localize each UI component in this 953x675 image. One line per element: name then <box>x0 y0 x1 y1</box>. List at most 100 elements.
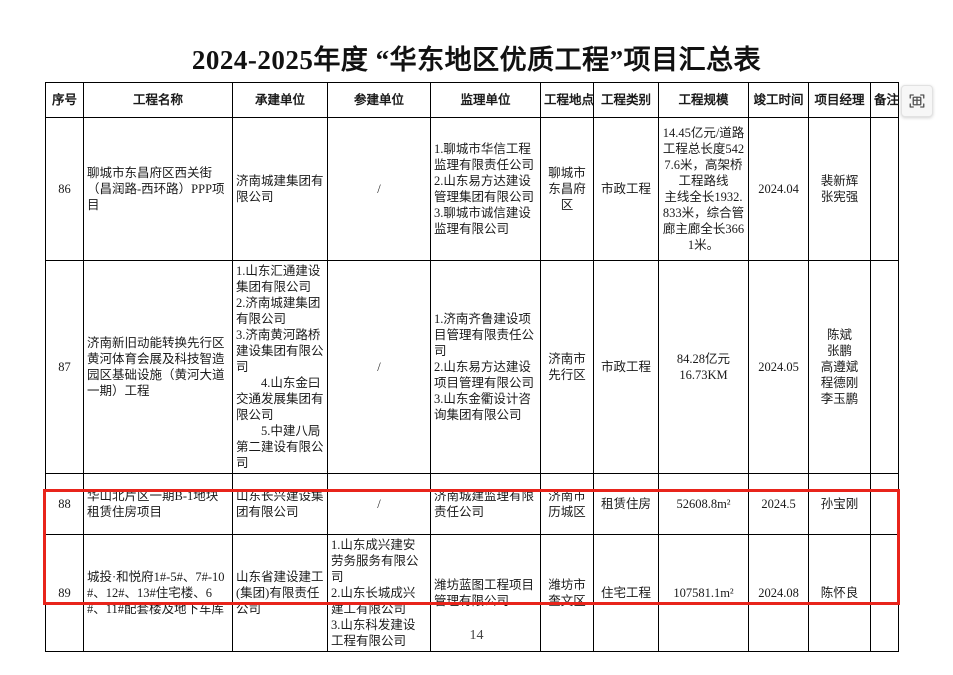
cell-text-line: 3.济南黄河路桥建设集团有限公司 <box>236 328 324 374</box>
cell-name: 济南新旧动能转换先行区黄河体育会展及科技智造园区基础设施（黄河大道一期）工程 <box>83 260 233 474</box>
cell-name: 华山北片区一期B-1地块租赁住房项目 <box>83 473 233 535</box>
manager-line-list: 裴新辉 张宪强 <box>812 173 867 205</box>
cell-scale: 107581.1m² <box>658 534 749 652</box>
table-row: 88 华山北片区一期B-1地块租赁住房项目 山东长兴建设集团有限公司 / 济南城… <box>45 473 899 535</box>
column-header-no: 序号 <box>45 82 84 118</box>
column-header-scale: 工程规模 <box>658 82 749 118</box>
cell-text-line: 4.山东金曰交通发展集团有限公司 <box>236 376 324 422</box>
cell-text-line: 84.28亿元 <box>676 352 731 366</box>
page-title: 2024-2025年度 “华东地区优质工程”项目汇总表 <box>191 45 762 75</box>
summary-table: 序号 工程名称 承建单位 参建单位 监理单位 工程地点 工程类别 工程规模 竣工… <box>45 82 899 652</box>
cell-manager: 孙宝刚 <box>808 473 871 535</box>
summary-table-container: 序号 工程名称 承建单位 参建单位 监理单位 工程地点 工程类别 工程规模 竣工… <box>45 82 899 652</box>
cell-text-line: 裴新辉 <box>820 174 859 188</box>
table-scan-icon-glyph <box>909 94 925 108</box>
cell-text-line: 程德刚 <box>820 376 859 390</box>
manager-line-list: 陈斌张鹏高遵斌程德刚李玉鹏 <box>812 327 867 407</box>
cell-supervisor: 1.聊城市华信工程监理有限责任公司 2.山东易方达建设管理集团有限公司 3.聊城市诚… <box>430 117 541 261</box>
cell-text-line: 3.山东金衢设计咨询集团有限公司 <box>434 392 531 422</box>
cell-sub-contractor: / <box>327 260 431 474</box>
cell-supervisor: 济南城建监理有限责任公司 <box>430 473 541 535</box>
cell-text-line: 1.济南齐鲁建设项目管理有限责任公司 <box>434 312 535 358</box>
cell-completion: 2024.05 <box>748 260 809 474</box>
column-header-supervisor: 监理单位 <box>430 82 541 118</box>
cell-main-contractor: 济南城建集团有限公司 <box>232 117 328 261</box>
cell-main-contractor: 山东长兴建设集团有限公司 <box>232 473 328 535</box>
column-header-main: 承建单位 <box>232 82 328 118</box>
column-header-manager: 项目经理 <box>808 82 871 118</box>
scale-line-list: 84.28亿元 16.73KM <box>662 351 745 383</box>
manager-line-list: 孙宝刚 <box>812 496 867 512</box>
cell-text-line: 5.中建八局第二建设有限公司 <box>236 424 324 470</box>
cell-no: 89 <box>45 534 84 652</box>
sub-contractor-line-list: 1.山东成兴建安劳务服务有限公司 2.山东长城成兴建工有限公司 3.山东科发建设工程… <box>331 537 427 649</box>
cell-no: 86 <box>45 117 84 261</box>
cell-text-line: 高遵斌 <box>820 360 859 374</box>
manager-line-list: 陈怀良 <box>812 585 867 601</box>
cell-supervisor: 潍坊蓝图工程项目管理有限公司 <box>430 534 541 652</box>
cell-text-line: 1.山东汇通建设集团有限公司 <box>236 264 321 294</box>
cell-category: 住宅工程 <box>593 534 659 652</box>
cell-text-line: 2.山东易方达建设项目管理有限公司 <box>434 360 535 390</box>
cell-location: 济南市先行区 <box>540 260 594 474</box>
cell-supervisor: 1.济南齐鲁建设项目管理有限责任公司 2.山东易方达建设项目管理有限公司 3.山东金… <box>430 260 541 474</box>
cell-completion: 2024.5 <box>748 473 809 535</box>
cell-location: 济南市历城区 <box>540 473 594 535</box>
cell-scale: 84.28亿元 16.73KM <box>658 260 749 474</box>
table-row: 87 济南新旧动能转换先行区黄河体育会展及科技智造园区基础设施（黄河大道一期）工… <box>45 260 899 474</box>
cell-text-line: 16.73KM <box>679 368 728 382</box>
cell-text-line: 3.聊城市诚信建设监理有限公司 <box>434 206 531 236</box>
cell-scale: 14.45亿元/道路工程总长度5427.6米，高架桥工程路线 主线全长1932.8… <box>658 117 749 261</box>
cell-manager: 裴新辉 张宪强 <box>808 117 871 261</box>
scale-line-list: 14.45亿元/道路工程总长度5427.6米，高架桥工程路线 主线全长1932.8… <box>662 125 745 253</box>
column-header-sub: 参建单位 <box>327 82 431 118</box>
cell-text-line: 2.山东易方达建设管理集团有限公司 <box>434 174 535 204</box>
cell-note <box>870 473 899 535</box>
cell-note <box>870 117 899 261</box>
supervisor-line-list: 1.聊城市华信工程监理有限责任公司 2.山东易方达建设管理集团有限公司 3.聊城市诚… <box>434 141 537 237</box>
cell-text-line: 陈怀良 <box>820 586 859 600</box>
cell-text-line: 主线全长1932.833米，综合管廊主廊全长3661米。 <box>662 190 745 252</box>
column-header-category: 工程类别 <box>593 82 659 118</box>
cell-text-line: 1.山东成兴建安劳务服务有限公司 <box>331 538 419 584</box>
cell-category: 市政工程 <box>593 260 659 474</box>
table-row: 86 聊城市东昌府区西关街（昌润路-西环路）PPP项目 济南城建集团有限公司 /… <box>45 117 899 261</box>
table-body: 86 聊城市东昌府区西关街（昌润路-西环路）PPP项目 济南城建集团有限公司 /… <box>45 117 899 652</box>
cell-no: 88 <box>45 473 84 535</box>
cell-completion: 2024.04 <box>748 117 809 261</box>
cell-main-contractor: 山东省建设建工(集团)有限责任公司 <box>232 534 328 652</box>
cell-sub-contractor: 1.山东成兴建安劳务服务有限公司 2.山东长城成兴建工有限公司 3.山东科发建设工程… <box>327 534 431 652</box>
cell-completion: 2024.08 <box>748 534 809 652</box>
cell-text-line: 李玉鹏 <box>820 392 859 406</box>
cell-sub-contractor: / <box>327 473 431 535</box>
cell-text-line: 2.济南城建集团有限公司 <box>236 296 321 326</box>
cell-text-line: 孙宝刚 <box>820 497 859 511</box>
cell-location: 聊城市东昌府区 <box>540 117 594 261</box>
cell-text-line: 14.45亿元/道路工程总长度5427.6米，高架桥工程路线 <box>662 126 745 188</box>
column-header-name: 工程名称 <box>83 82 233 118</box>
cell-note <box>870 534 899 652</box>
column-header-location: 工程地点 <box>540 82 594 118</box>
table-header: 序号 工程名称 承建单位 参建单位 监理单位 工程地点 工程类别 工程规模 竣工… <box>45 82 899 118</box>
cell-main-contractor: 1.山东汇通建设集团有限公司 2.济南城建集团有限公司 3.济南黄河路桥建设集团有限… <box>232 260 328 474</box>
cell-name: 城投·和悦府1#-5#、7#-10#、12#、13#住宅楼、6#、11#配套楼及… <box>83 534 233 652</box>
main-contractor-line-list: 1.山东汇通建设集团有限公司 2.济南城建集团有限公司 3.济南黄河路桥建设集团有限… <box>236 263 324 471</box>
cell-manager: 陈斌张鹏高遵斌程德刚李玉鹏 <box>808 260 871 474</box>
cell-category: 租赁住房 <box>593 473 659 535</box>
cell-text-line: 3.山东科发建设工程有限公司 <box>331 618 416 648</box>
cell-sub-contractor: / <box>327 117 431 261</box>
table-scan-icon[interactable] <box>901 85 933 117</box>
page-number: 14 <box>469 628 484 643</box>
cell-scale: 52608.8m² <box>658 473 749 535</box>
cell-text-line: 张宪强 <box>820 190 859 204</box>
cell-category: 市政工程 <box>593 117 659 261</box>
cell-text-line: 2.山东长城成兴建工有限公司 <box>331 586 416 616</box>
cell-name: 聊城市东昌府区西关街（昌润路-西环路）PPP项目 <box>83 117 233 261</box>
table-header-row: 序号 工程名称 承建单位 参建单位 监理单位 工程地点 工程类别 工程规模 竣工… <box>45 82 899 118</box>
cell-text-line: 陈斌 <box>826 328 852 342</box>
cell-text-line: 1.聊城市华信工程监理有限责任公司 <box>434 142 535 172</box>
table-row: 89 城投·和悦府1#-5#、7#-10#、12#、13#住宅楼、6#、11#配… <box>45 534 899 652</box>
cell-text-line: 张鹏 <box>826 344 852 358</box>
column-header-completion: 竣工时间 <box>748 82 809 118</box>
